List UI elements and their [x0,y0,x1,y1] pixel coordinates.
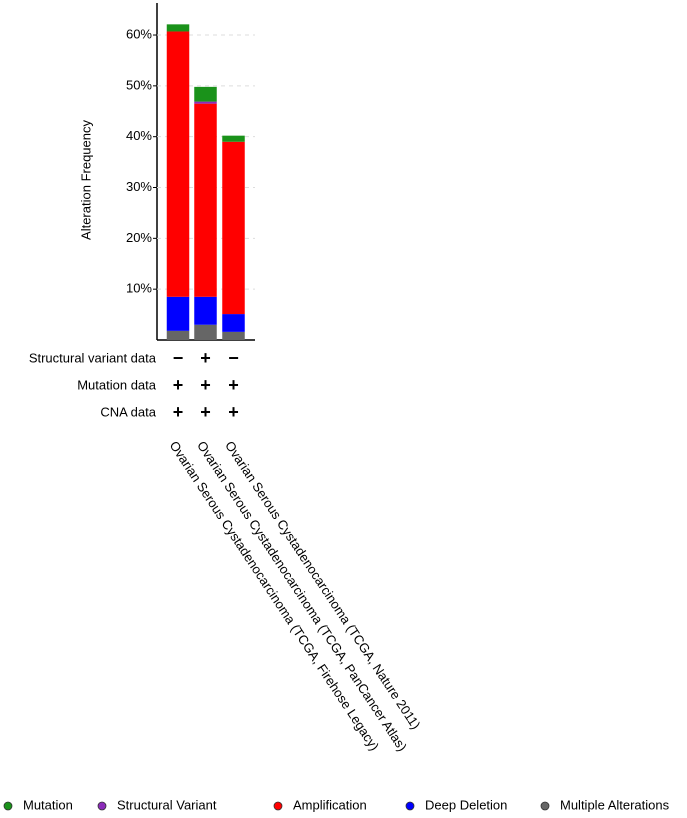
category-label: Ovarian Serous Cystadenocarcinoma (TCGA,… [194,438,410,754]
bar-segment [166,330,190,340]
bar-segment [166,296,190,331]
legend-label: Mutation [23,797,73,812]
y-tick-label: 10% [126,281,152,296]
legend-label: Amplification [293,797,367,812]
legend-label: Deep Deletion [425,797,507,812]
row-symbol: + [173,375,184,395]
bar-segment [222,135,245,142]
category-label: Ovarian Serous Cystadenocarcinoma (TCGA,… [167,438,382,753]
legend-swatch [97,801,107,811]
y-tick-label: 30% [126,179,152,194]
bar-segment [194,324,217,340]
bar-segment [194,86,217,102]
row-symbol: + [173,402,184,422]
legend-label: Structural Variant [117,797,217,812]
legend-swatch [3,801,13,811]
row-label: Mutation data [77,377,157,392]
row-symbol: + [200,348,211,368]
bar-segment [166,24,190,32]
bar-segment [194,296,217,325]
y-axis-label: Alteration Frequency [78,120,93,240]
bar-segment [194,101,217,104]
row-label: CNA data [100,404,156,419]
category-label: Ovarian Serous Cystadenocarcinoma (TCGA,… [222,438,423,732]
bar-segment [166,31,190,297]
row-symbol: + [228,375,239,395]
row-symbol: + [200,402,211,422]
legend-label: Multiple Alterations [560,797,670,812]
bar-segment [222,331,245,340]
legend-swatch [540,801,550,811]
y-tick-label: 60% [126,26,152,41]
row-symbol: + [200,375,211,395]
legend-swatch [273,801,283,811]
row-symbol: − [228,348,239,368]
y-tick-label: 40% [126,128,152,143]
legend-swatch [405,801,415,811]
bar-segment [194,103,217,297]
y-tick-label: 50% [126,77,152,92]
bar-segment [222,141,245,315]
row-symbol: − [173,348,184,368]
row-symbol: + [228,402,239,422]
bar-segment [222,314,245,332]
y-tick-label: 20% [126,230,152,245]
row-label: Structural variant data [29,350,157,365]
